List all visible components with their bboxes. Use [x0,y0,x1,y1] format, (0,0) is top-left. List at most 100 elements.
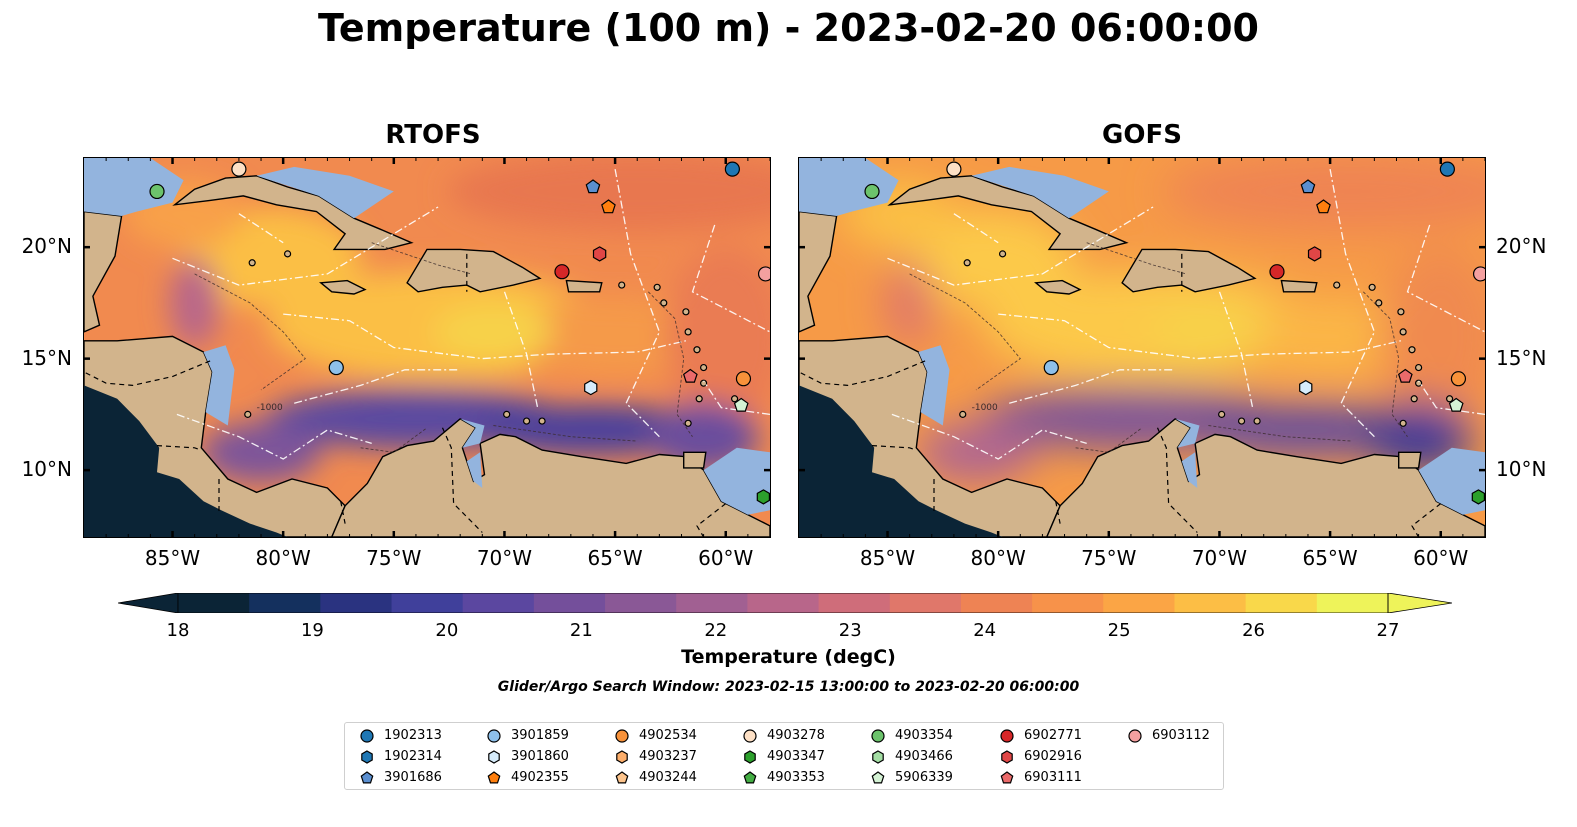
search-window-text: Glider/Argo Search Window: 2023-02-15 13… [497,679,1080,695]
pentagon-marker-icon [1000,770,1014,783]
circle-marker-icon [615,728,629,743]
colorbar-segment [391,593,464,613]
colorbar-label: Temperature (degC) [681,646,896,668]
float-marker-4902355 [1316,199,1331,214]
float-marker-6902916 [1307,246,1322,262]
float-marker-4902355 [601,199,616,214]
lon-tick-label: 80°W [255,546,311,570]
float-marker-4903354 [864,183,880,200]
lon-tick-label: 60°W [1413,546,1469,570]
legend-item: 4903354 [871,725,953,746]
legend-item: 3901860 [487,746,569,767]
float-marker-4902534 [1450,371,1467,387]
pentagon-marker-icon [487,770,501,783]
legend-label: 4903244 [639,770,697,785]
lon-tick-label: 80°W [970,546,1026,570]
lat-tick-label: 10°N [21,457,72,482]
contour-label: -1000 [972,403,998,413]
colorbar-tick-label: 23 [838,620,862,641]
lon-tick-label: 65°W [1302,546,1358,570]
colorbar-tick-label: 24 [973,620,997,641]
legend-item: 4903353 [743,767,825,788]
float-marker-6903111 [1397,368,1413,383]
contour-label: -1000 [257,403,283,413]
float-marker-6903112 [1472,266,1485,282]
colorbar-segment [1174,593,1247,613]
colorbar-segment [1245,593,1318,613]
legend-item: 4903466 [871,746,953,767]
gofs-map: -1000 [798,157,1486,538]
colorbar-tick-label: 19 [300,620,324,641]
colorbar-tick-label: 20 [435,620,459,641]
legend-item: 6903111 [1000,767,1082,788]
float-marker-4902534 [735,371,752,387]
lat-tick-label: 20°N [21,234,72,259]
legend-label: 4903237 [639,749,697,764]
circle-marker-icon [360,728,374,743]
legend-item: 3901859 [487,725,569,746]
lon-tick-label: 85°W [859,546,916,570]
hexagon-marker-icon [488,749,500,764]
legend-label: 6902771 [1024,728,1082,743]
pentagon-marker-icon [743,770,757,783]
colorbar-segment [960,593,1033,613]
panel-title-rtofs: RTOFS [385,120,481,150]
float-marker-6903111 [682,368,698,383]
colorbar-tick-label: 27 [1376,620,1400,641]
colorbar-tick-label: 22 [704,620,728,641]
circle-marker-icon [1128,728,1142,743]
colorbar-segment [462,593,535,613]
legend-item: 1902313 [360,725,442,746]
legend-item: 6903112 [1128,725,1210,746]
colorbar-segment [889,593,962,613]
legend-label: 4903347 [767,749,825,764]
rtofs-map: -1000 [83,157,771,538]
float-marker-4903347 [1471,489,1485,505]
colorbar-extend-max [1387,592,1453,614]
legend-item: 4903237 [615,746,697,767]
circle-marker-icon [743,728,757,743]
lat-tick-label: 20°N [1496,234,1547,259]
float-marker-6903112 [757,266,770,282]
pentagon-marker-icon [360,770,374,783]
legend-label: 1902313 [384,728,442,743]
legend-label: 6903111 [1024,770,1082,785]
legend-label: 4902534 [639,728,697,743]
hexagon-marker-icon [361,749,373,764]
hexagon-marker-icon [616,749,628,764]
hexagon-marker-icon [1001,749,1013,764]
legend-item: 1902314 [360,746,442,767]
legend-item: 3901686 [360,767,442,788]
legend-item: 6902771 [1000,725,1082,746]
legend-label: 4903466 [895,749,953,764]
colorbar-segment [1032,593,1104,613]
colorbar-segment [249,593,321,613]
lon-tick-label: 60°W [698,546,754,570]
colorbar-segment [320,593,393,613]
legend-label: 3901686 [384,770,442,785]
legend-label: 6902916 [1024,749,1082,764]
circle-marker-icon [1000,728,1014,743]
float-marker-3901860 [1299,379,1313,396]
float-marker-4903354 [149,183,165,200]
colorbar-segment [178,593,250,613]
panel-title-gofs: GOFS [1102,120,1182,150]
colorbar-tick-label: 21 [569,620,593,641]
float-marker-3901860 [584,379,598,396]
legend-label: 3901860 [511,749,569,764]
float-marker-6902771 [1269,264,1285,280]
legend-label: 4903354 [895,728,953,743]
float-legend: 1902313 1902314 3901686 3901859 3901860 49023… [344,722,1224,790]
colorbar-tick-label: 25 [1107,620,1131,641]
legend-item: 4902355 [487,767,569,788]
lat-tick-label: 15°N [21,345,72,370]
float-marker-1902313 [724,161,740,177]
lon-tick-label: 85°W [144,546,201,570]
legend-label: 4902355 [511,770,569,785]
lon-tick-label: 70°W [476,546,533,570]
float-marker-6902771 [554,264,570,280]
lat-tick-label: 15°N [1496,345,1547,370]
legend-item: 4903278 [743,725,825,746]
colorbar-segment [1103,593,1176,613]
colorbar-segment [605,593,677,613]
